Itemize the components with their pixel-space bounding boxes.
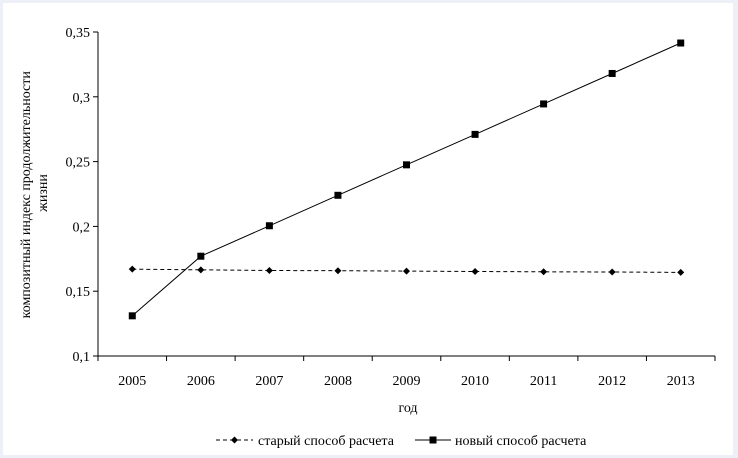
x-axis-title: год — [398, 401, 417, 416]
legend-label-old: старый способ расчета — [258, 434, 395, 449]
data-point-old — [677, 268, 685, 276]
y-axis-ticks: 0,1 0,15 0,2 0,25 0,3 0,35 — [66, 26, 98, 365]
data-point-old — [540, 268, 548, 276]
y-axis-title: композитный индекс продолжительности жиз… — [19, 68, 51, 319]
x-tick-label: 2011 — [530, 374, 557, 389]
y-tick-label: 0,15 — [66, 285, 91, 300]
legend-swatch-old-marker — [231, 436, 238, 444]
legend: старый способ расчета новый способ расче… — [216, 434, 587, 449]
data-point-new — [265, 222, 273, 230]
data-point-old — [334, 267, 342, 275]
chart-frame: 0,1 0,15 0,2 0,25 0,3 0,35 2005 2006 2007 2008 20… — [3, 3, 733, 455]
x-tick-label: 2010 — [461, 374, 489, 389]
y-tick-label: 0,3 — [73, 91, 91, 106]
x-tick-label: 2007 — [255, 374, 283, 389]
data-point-new — [403, 161, 410, 169]
y-tick-label: 0,1 — [73, 350, 91, 365]
y-tick-label: 0,35 — [66, 26, 91, 41]
series-line-new — [131, 42, 681, 317]
data-point-old — [471, 268, 479, 276]
x-tick-label: 2005 — [118, 374, 146, 389]
data-point-new — [608, 69, 616, 77]
x-tick-label: 2009 — [393, 374, 421, 389]
y-tick-label: 0,25 — [66, 156, 91, 171]
data-point-old — [265, 266, 273, 274]
axes — [97, 32, 715, 357]
legend-swatch-new-marker — [429, 436, 437, 444]
series-markers — [128, 39, 685, 320]
data-point-new — [677, 39, 685, 47]
x-tick-label: 2013 — [667, 374, 695, 389]
data-point-old — [197, 266, 205, 274]
x-axis-ticks: 2005 2006 2007 2008 2009 2010 2011 2012 2013 — [97, 356, 716, 389]
data-point-old — [403, 267, 410, 275]
y-axis-title-line-1: композитный индекс продолжительности — [19, 71, 34, 319]
series-lines — [131, 42, 681, 317]
line-chart: 0,10,150,20,250,30,35 2005 2006 2007 2008 20… — [19, 26, 716, 449]
x-tick-label: 2012 — [598, 374, 626, 389]
data-point-new — [128, 312, 136, 320]
x-tick-label: 2008 — [324, 374, 352, 389]
data-point-new — [197, 252, 205, 260]
data-point-old — [608, 268, 616, 276]
y-axis-title-line-2: жизни — [36, 174, 51, 213]
data-point-new — [471, 130, 479, 138]
data-point-new — [540, 100, 548, 108]
legend-label-new: новый способ расчета — [455, 434, 587, 449]
y-tick-label: 0,2 — [73, 220, 91, 235]
data-point-old — [128, 265, 136, 273]
data-point-new — [334, 191, 342, 199]
x-tick-label: 2006 — [187, 374, 215, 389]
